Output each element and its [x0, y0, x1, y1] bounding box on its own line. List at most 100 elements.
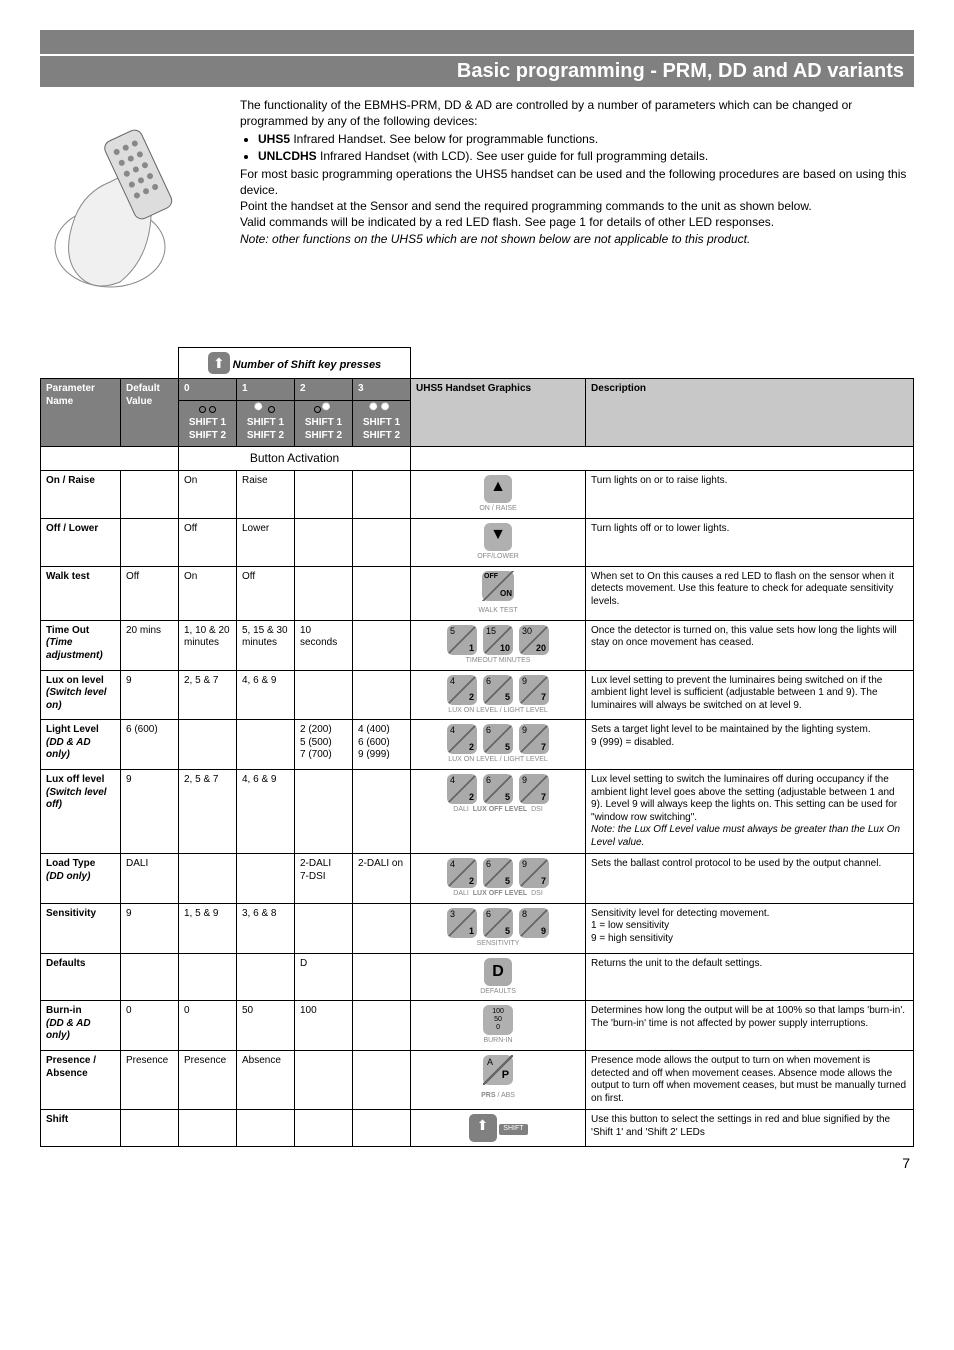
cell-s1: 50: [237, 1001, 295, 1051]
page-title: Basic programming - PRM, DD and AD varia…: [40, 54, 914, 87]
cell-s0: 1, 5 & 9: [179, 903, 237, 953]
cell-param: Burn-in(DD & AD only): [41, 1001, 121, 1051]
lightlevel-btn-3: 97: [519, 724, 549, 754]
row-time-out: Time Out(Time adjustment) 20 mins 1, 10 …: [41, 620, 914, 670]
cell-default: [121, 518, 179, 566]
cell-s2: [295, 670, 353, 720]
hdr-shift-0: 0: [179, 379, 237, 401]
cell-s2: [295, 518, 353, 566]
cell-s3: [353, 770, 411, 854]
cell-default: [121, 471, 179, 519]
uhs5-desc: Infrared Handset. See below for programm…: [290, 132, 598, 146]
graphic-label: SHIFT: [499, 1124, 527, 1135]
shift-presses-label: Number of Shift key presses: [233, 359, 382, 371]
graphic-label: DALI LUX OFF LEVEL DSI: [416, 890, 580, 899]
sens-btn-3: 89: [519, 908, 549, 938]
intro-p1: The functionality of the EBMHS-PRM, DD &…: [240, 97, 914, 129]
cell-s0: On: [179, 471, 237, 519]
luxoff-btn-1: 42: [447, 774, 477, 804]
cell-s1: [237, 1110, 295, 1147]
cell-param: Lux on level(Switch level on): [41, 670, 121, 720]
cell-s0: 2, 5 & 7: [179, 770, 237, 854]
cell-s0: Off: [179, 518, 237, 566]
hdr-param: Parameter Name: [41, 379, 121, 447]
cell-param: Off / Lower: [41, 518, 121, 566]
cell-desc: When set to On this causes a red LED to …: [586, 566, 914, 620]
cell-s3: [353, 566, 411, 620]
hdr-default: Default Value: [121, 379, 179, 447]
defaults-icon: D: [484, 958, 512, 986]
graphic-label: ON / RAISE: [416, 505, 580, 514]
cell-s2: 10 seconds: [295, 620, 353, 670]
cell-s3: [353, 670, 411, 720]
cell-s1: 5, 15 & 30 minutes: [237, 620, 295, 670]
cell-graphic: ▲ ON / RAISE: [411, 471, 586, 519]
luxoff-btn-2: 65: [483, 774, 513, 804]
cell-param: Light Level(DD & AD only): [41, 720, 121, 770]
row-load-type: Load Type(DD only) DALI 2-DALI 7-DSI 2-D…: [41, 854, 914, 904]
cell-s2: [295, 770, 353, 854]
hdr-graphics: UHS5 Handset Graphics: [411, 379, 586, 447]
shift-led-01: SHIFT 1 SHIFT 2: [295, 400, 353, 447]
timeout-btn-2: 1510: [483, 625, 513, 655]
cell-default: Off: [121, 566, 179, 620]
unlcdhs-label: UNLCDHS: [258, 149, 317, 163]
button-activation-label: Button Activation: [179, 447, 411, 471]
presence-icon: A P: [483, 1055, 513, 1085]
cell-param: Load Type(DD only): [41, 854, 121, 904]
intro-note: Note: other functions on the UHS5 which …: [240, 231, 914, 247]
cell-default: [121, 953, 179, 1001]
cell-default: [121, 1110, 179, 1147]
cell-default: 9: [121, 670, 179, 720]
row-on-raise: On / Raise On Raise ▲ ON / RAISE Turn li…: [41, 471, 914, 519]
cell-desc: Returns the unit to the default settings…: [586, 953, 914, 1001]
walk-test-icon: OFF ON: [482, 571, 514, 601]
cell-s0: 0: [179, 1001, 237, 1051]
cell-s2: 100: [295, 1001, 353, 1051]
cell-param: On / Raise: [41, 471, 121, 519]
cell-default: 6 (600): [121, 720, 179, 770]
cell-graphic: 51 1510 3020 TIMEOUT MINUTES: [411, 620, 586, 670]
timeout-btn-3: 3020: [519, 625, 549, 655]
row-walk-test: Walk test Off On Off OFF ON WALK TEST Wh…: [41, 566, 914, 620]
cell-s1: [237, 854, 295, 904]
cell-default: 0: [121, 1001, 179, 1051]
cell-desc: Determines how long the output will be a…: [586, 1001, 914, 1051]
luxon-btn-2: 65: [483, 675, 513, 705]
graphic-label: DEFAULTS: [416, 988, 580, 997]
graphic-label: OFF/LOWER: [416, 553, 580, 562]
cell-s2: 2 (200) 5 (500) 7 (700): [295, 720, 353, 770]
page-number: 7: [40, 1155, 914, 1171]
cell-s0: 2, 5 & 7: [179, 670, 237, 720]
cell-s2: D: [295, 953, 353, 1001]
row-burn-in: Burn-in(DD & AD only) 0 0 50 100 100 50 …: [41, 1001, 914, 1051]
cell-s3: [353, 1051, 411, 1110]
row-light-level: Light Level(DD & AD only) 6 (600) 2 (200…: [41, 720, 914, 770]
cell-desc: Turn lights off or to lower lights.: [586, 518, 914, 566]
intro-text: The functionality of the EBMHS-PRM, DD &…: [240, 97, 914, 297]
cell-graphic: D DEFAULTS: [411, 953, 586, 1001]
hand-remote-icon: [40, 97, 220, 297]
intro-block: The functionality of the EBMHS-PRM, DD &…: [40, 97, 914, 297]
cell-s1: Off: [237, 566, 295, 620]
cell-s3: [353, 1110, 411, 1147]
timeout-btn-1: 51: [447, 625, 477, 655]
shift-led-00: SHIFT 1 SHIFT 2: [179, 400, 237, 447]
row-lux-off: Lux off level(Switch level off) 9 2, 5 &…: [41, 770, 914, 854]
cell-s1: 4, 6 & 9: [237, 670, 295, 720]
cell-s0: 1, 10 & 20 minutes: [179, 620, 237, 670]
programming-table: ⬆ Number of Shift key presses Parameter …: [40, 347, 914, 1147]
graphic-label: LUX ON LEVEL / LIGHT LEVEL: [416, 756, 580, 765]
cell-s3: [353, 518, 411, 566]
header-region: Basic programming - PRM, DD and AD varia…: [40, 30, 914, 87]
cell-s1: Lower: [237, 518, 295, 566]
cell-graphic: 100 50 0 BURN-IN: [411, 1001, 586, 1051]
cell-s1: Absence: [237, 1051, 295, 1110]
luxon-btn-1: 42: [447, 675, 477, 705]
cell-desc: Turn lights on or to raise lights.: [586, 471, 914, 519]
cell-s0: [179, 854, 237, 904]
cell-graphic: OFF ON WALK TEST: [411, 566, 586, 620]
cell-graphic: A P PRS / ABS: [411, 1051, 586, 1110]
cell-graphic: 42 65 97 DALI LUX OFF LEVEL DSI: [411, 854, 586, 904]
cell-s1: [237, 720, 295, 770]
